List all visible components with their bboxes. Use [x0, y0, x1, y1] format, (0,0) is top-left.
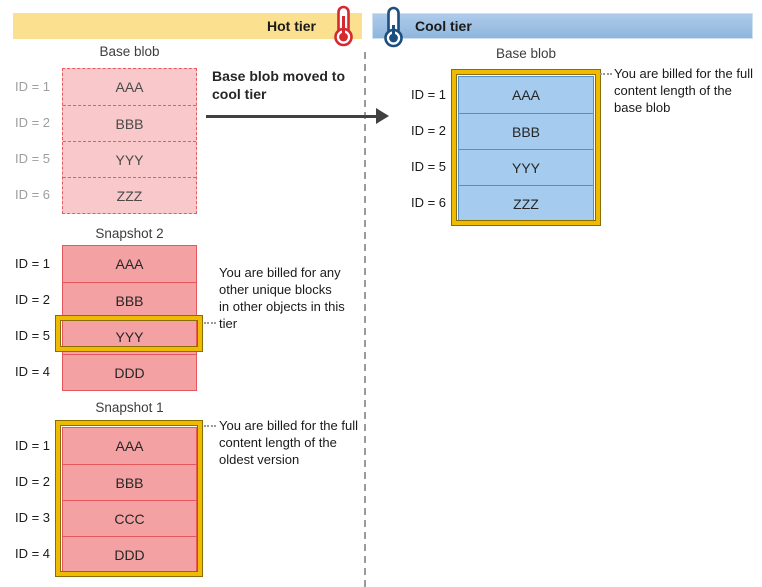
- leader-dots: [600, 73, 612, 75]
- snapshot-1: ID = 1 ID = 2 ID = 3 ID = 4 AAA BBB CCC …: [12, 427, 197, 573]
- snapshot-2-title: Snapshot 2: [95, 226, 164, 241]
- block-id-label: ID = 5: [14, 327, 50, 343]
- block-id-label: ID = 2: [14, 291, 50, 307]
- leader-dots: [204, 322, 216, 324]
- cool-thermometer-icon: [384, 6, 403, 48]
- cool-base-blob: ID = 1 ID = 2 ID = 5 ID = 6 AAA BBB YYY …: [408, 76, 594, 222]
- block-cell: AAA: [115, 438, 144, 454]
- cool-base-blob-annotation: You are billed for the full content leng…: [614, 66, 754, 115]
- move-arrow-line: [206, 115, 378, 118]
- hot-thermometer-icon: [334, 5, 353, 47]
- move-arrow-head: [376, 108, 389, 124]
- block-id-label: ID = 5: [410, 158, 446, 174]
- snapshot-2-annotation: You are billed for any other unique bloc…: [219, 265, 345, 331]
- block-cell: YYY: [63, 318, 196, 354]
- block-cell: AAA: [115, 256, 144, 272]
- block-id-label: ID = 1: [14, 78, 50, 94]
- block-cell: YYY: [63, 141, 196, 177]
- block-cell: ZZZ: [63, 177, 196, 213]
- block-id-label: ID = 2: [14, 114, 50, 130]
- block-id-label: ID = 1: [14, 437, 50, 453]
- move-note-text: Base blob moved to cool tier: [212, 68, 346, 102]
- block-cell: BBB: [63, 105, 196, 141]
- block-cell: AAA: [511, 87, 540, 103]
- snapshot-2-stack: AAA BBB YYY DDD: [62, 245, 197, 391]
- snapshot-1-annotation: You are billed for the full content leng…: [219, 418, 359, 467]
- cool-base-blob-ids: ID = 1 ID = 2 ID = 5 ID = 6: [408, 76, 458, 222]
- snapshot-2-ids: ID = 1 ID = 2 ID = 5 ID = 4: [12, 245, 62, 391]
- block-id-label: ID = 6: [410, 194, 446, 210]
- block-id-label: ID = 3: [14, 509, 50, 525]
- hot-tier-label: Hot tier: [267, 18, 316, 34]
- snapshot-1-title: Snapshot 1: [95, 400, 164, 415]
- block-cell: BBB: [459, 113, 593, 149]
- hot-base-blob-title: Base blob: [99, 44, 160, 59]
- block-id-label: ID = 2: [14, 473, 50, 489]
- cool-tier-label: Cool tier: [415, 18, 472, 34]
- block-id-label: ID = 4: [14, 545, 50, 561]
- block-cell: DDD: [63, 354, 196, 390]
- hot-base-blob-ids: ID = 1 ID = 2 ID = 5 ID = 6: [12, 68, 62, 214]
- block-id-label: ID = 4: [14, 363, 50, 379]
- leader-dots: [204, 425, 216, 427]
- block-cell: CCC: [63, 500, 196, 536]
- block-id-label: ID = 6: [14, 186, 50, 202]
- block-id-label: ID = 2: [410, 122, 446, 138]
- block-cell: BBB: [63, 282, 196, 318]
- block-id-label: ID = 1: [410, 86, 446, 102]
- tier-divider-line: [364, 52, 366, 587]
- hot-base-blob-stack: AAA BBB YYY ZZZ: [62, 68, 197, 214]
- snapshot-2: ID = 1 ID = 2 ID = 5 ID = 4 AAA BBB YYY …: [12, 245, 197, 391]
- hot-tier-banner: Hot tier: [13, 5, 362, 47]
- block-cell: AAA: [115, 79, 144, 95]
- block-cell: YYY: [459, 149, 593, 185]
- block-id-label: ID = 1: [14, 255, 50, 271]
- hot-base-blob: ID = 1 ID = 2 ID = 5 ID = 6 AAA BBB YYY …: [12, 68, 197, 214]
- snapshot-1-ids: ID = 1 ID = 2 ID = 3 ID = 4: [12, 427, 62, 573]
- block-cell: BBB: [63, 464, 196, 500]
- block-cell: ZZZ: [459, 185, 593, 221]
- snapshot-1-stack: AAA BBB CCC DDD: [62, 427, 197, 573]
- cool-tier-banner: Cool tier: [372, 6, 753, 48]
- cool-base-blob-title: Base blob: [495, 46, 557, 61]
- block-id-label: ID = 5: [14, 150, 50, 166]
- cool-base-blob-stack: AAA BBB YYY ZZZ: [458, 76, 594, 222]
- block-cell: DDD: [63, 536, 196, 572]
